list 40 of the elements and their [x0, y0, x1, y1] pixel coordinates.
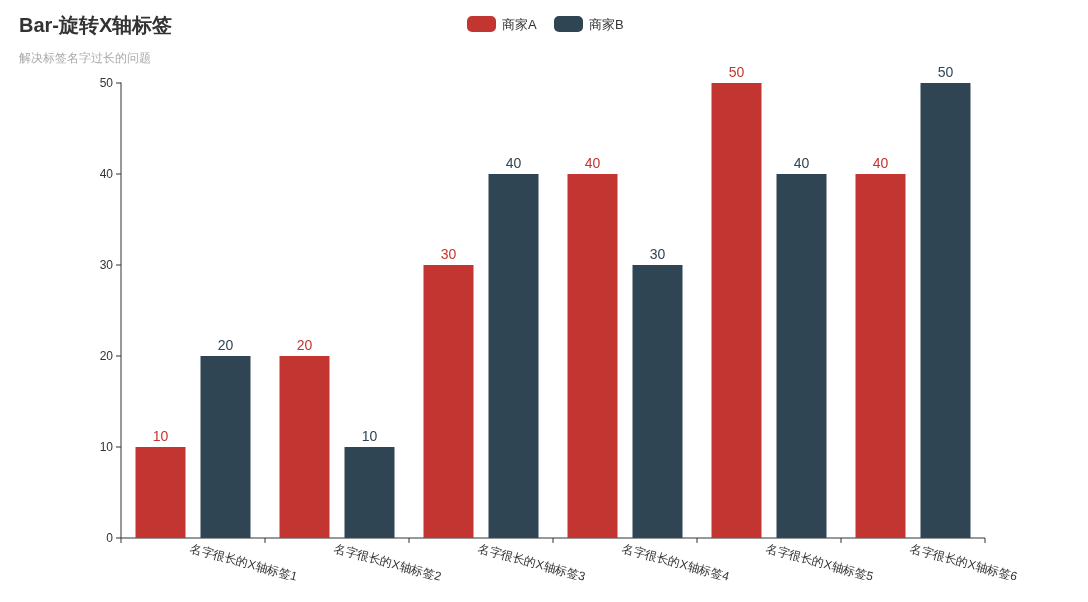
y-tick-label: 50	[99, 76, 114, 90]
bar	[711, 83, 762, 538]
data-label: 40	[793, 155, 810, 171]
bar	[488, 174, 539, 538]
bar	[423, 265, 474, 538]
y-tick-label: 40	[99, 167, 114, 181]
bar	[567, 174, 618, 538]
data-label: 10	[361, 428, 378, 444]
x-tick-label: 名字很长的X轴标签3	[476, 541, 588, 584]
chart-subtitle: 解决标签名字过长的问题	[19, 51, 151, 65]
data-label: 20	[217, 337, 234, 353]
x-tick-label: 名字很长的X轴标签1	[188, 541, 300, 584]
data-label: 40	[872, 155, 889, 171]
bar	[279, 356, 330, 538]
x-tick-label: 名字很长的X轴标签4	[620, 541, 732, 584]
y-tick-label: 0	[106, 531, 114, 545]
bar	[200, 356, 251, 538]
x-tick-label: 名字很长的X轴标签2	[332, 541, 444, 584]
data-label: 50	[728, 64, 745, 80]
bar	[776, 174, 827, 538]
chart-title: Bar-旋转X轴标签	[19, 14, 173, 36]
x-tick-label: 名字很长的X轴标签5	[764, 541, 876, 584]
legend-label: 商家B	[589, 17, 624, 32]
bar	[344, 447, 395, 538]
data-label: 30	[649, 246, 666, 262]
x-tick-label: 名字很长的X轴标签6	[908, 541, 1020, 584]
bar	[920, 83, 971, 538]
bar	[855, 174, 906, 538]
y-tick-label: 10	[99, 440, 114, 454]
bar	[632, 265, 683, 538]
legend-label: 商家A	[502, 17, 537, 32]
bar	[135, 447, 186, 538]
data-label: 20	[296, 337, 313, 353]
y-tick-label: 30	[99, 258, 114, 272]
data-label: 50	[937, 64, 954, 80]
data-label: 40	[505, 155, 522, 171]
data-label: 10	[152, 428, 169, 444]
data-label: 30	[440, 246, 457, 262]
y-tick-label: 20	[99, 349, 114, 363]
data-label: 40	[584, 155, 601, 171]
